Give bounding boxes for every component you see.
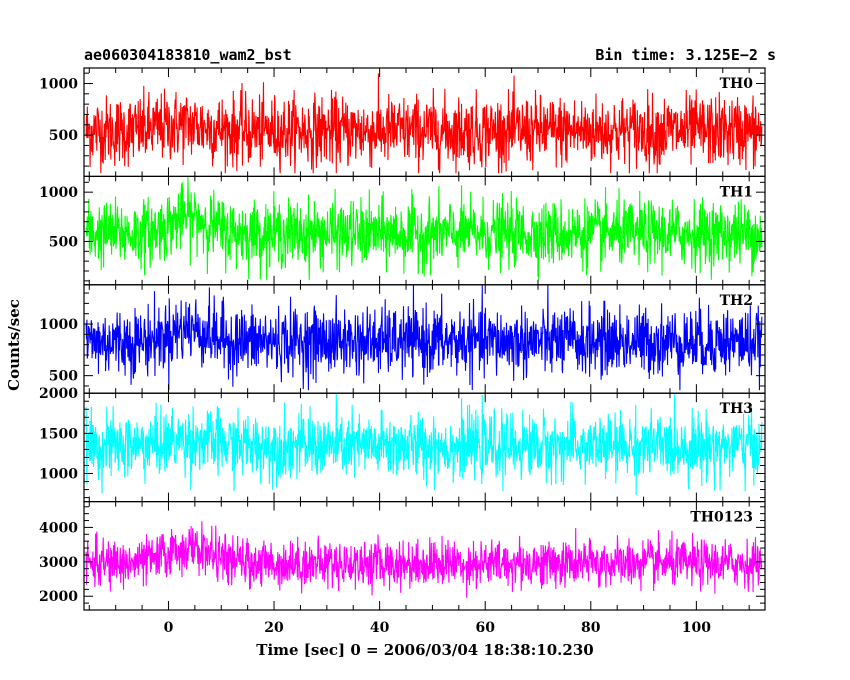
- panel-name-label: TH0123: [690, 510, 753, 526]
- y-axis-label: Counts/sec: [5, 299, 23, 391]
- panel-th3: 1000 1500 2000 TH3: [39, 386, 766, 503]
- x-tick-label: 20: [264, 620, 284, 636]
- x-tick-label: 80: [581, 620, 601, 636]
- x-tick-label: 60: [475, 620, 495, 636]
- y-tick-label: 1000: [39, 466, 78, 482]
- series-th1-line: [85, 176, 763, 280]
- y-tick-label: 2000: [39, 589, 78, 605]
- panel-th0: 500 1000 TH0: [39, 67, 766, 178]
- x-axis: 0 20 40 60 80 100: [164, 620, 712, 636]
- y-tick-label: 1000: [39, 185, 78, 201]
- panel-th0123: 2000 3000 4000 TH0123: [39, 501, 766, 611]
- panel-name-label: TH3: [720, 401, 753, 417]
- series-th3-line: [85, 393, 763, 495]
- panel-th2: 500 1000 TH2: [39, 284, 766, 394]
- series-th2-line: [85, 284, 763, 391]
- series-th0123-line: [85, 521, 763, 598]
- y-tick-label: 1000: [39, 317, 78, 333]
- x-tick-label: 40: [370, 620, 390, 636]
- y-tick-label: 3000: [39, 555, 78, 571]
- panels-group: 500 1000 TH0 500 1000 TH1 500 1000 TH2 1000 1500 20…: [39, 67, 766, 611]
- y-tick-label: 1500: [39, 426, 78, 442]
- y-tick-label: 500: [49, 128, 78, 144]
- y-tick-label: 500: [49, 234, 78, 250]
- panel-name-label: TH1: [720, 184, 753, 200]
- x-axis-label: Time [sec] 0 = 2006/03/04 18:38:10.230: [256, 641, 593, 659]
- panel-name-label: TH2: [720, 293, 753, 309]
- x-tick-label: 0: [164, 620, 174, 636]
- y-tick-label: 4000: [39, 520, 78, 536]
- series-th0-line: [85, 73, 763, 174]
- panel-name-label: TH0: [720, 76, 754, 92]
- y-tick-label: 2000: [39, 386, 78, 402]
- panel-frame: [83, 501, 766, 611]
- panel-th1: 500 1000 TH1: [39, 175, 766, 286]
- plot-title: ae060304183810_wam2_bst: [84, 46, 292, 64]
- bin-time-label: Bin time: 3.125E−2 s: [595, 46, 776, 64]
- y-tick-label: 1000: [39, 76, 78, 92]
- x-tick-label: 100: [682, 620, 711, 636]
- y-tick-label: 500: [49, 369, 78, 385]
